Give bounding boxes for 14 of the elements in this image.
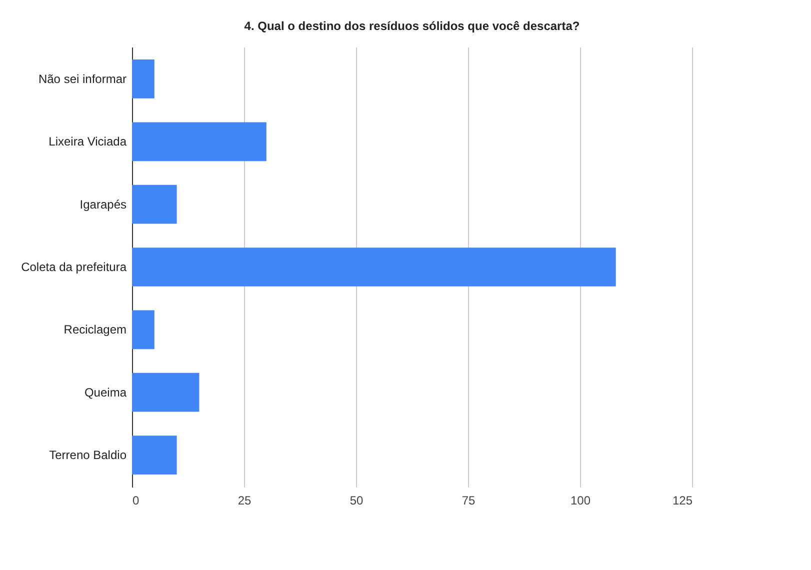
y-tick-label: Coleta da prefeitura (21, 260, 127, 274)
chart-title: 4. Qual o destino dos resíduos sólidos que você descarta? (244, 19, 580, 33)
x-tick-label: 25 (238, 494, 252, 508)
x-tick-label: 50 (350, 494, 364, 508)
x-tick-label: 125 (672, 494, 693, 508)
x-tick-label: 0 (132, 494, 140, 508)
y-tick-label: Queima (84, 385, 127, 400)
x-tick-label: 100 (570, 494, 591, 508)
y-tick-label: Não sei informar (38, 72, 127, 86)
y-tick-label: Lixeira Viciada (48, 134, 127, 149)
y-tick-label: Terreno Baldio (49, 448, 127, 462)
y-tick-label: Igarapés (80, 197, 126, 212)
y-tick-label: Reciclagem (64, 322, 126, 337)
x-tick-label: 75 (462, 494, 476, 508)
